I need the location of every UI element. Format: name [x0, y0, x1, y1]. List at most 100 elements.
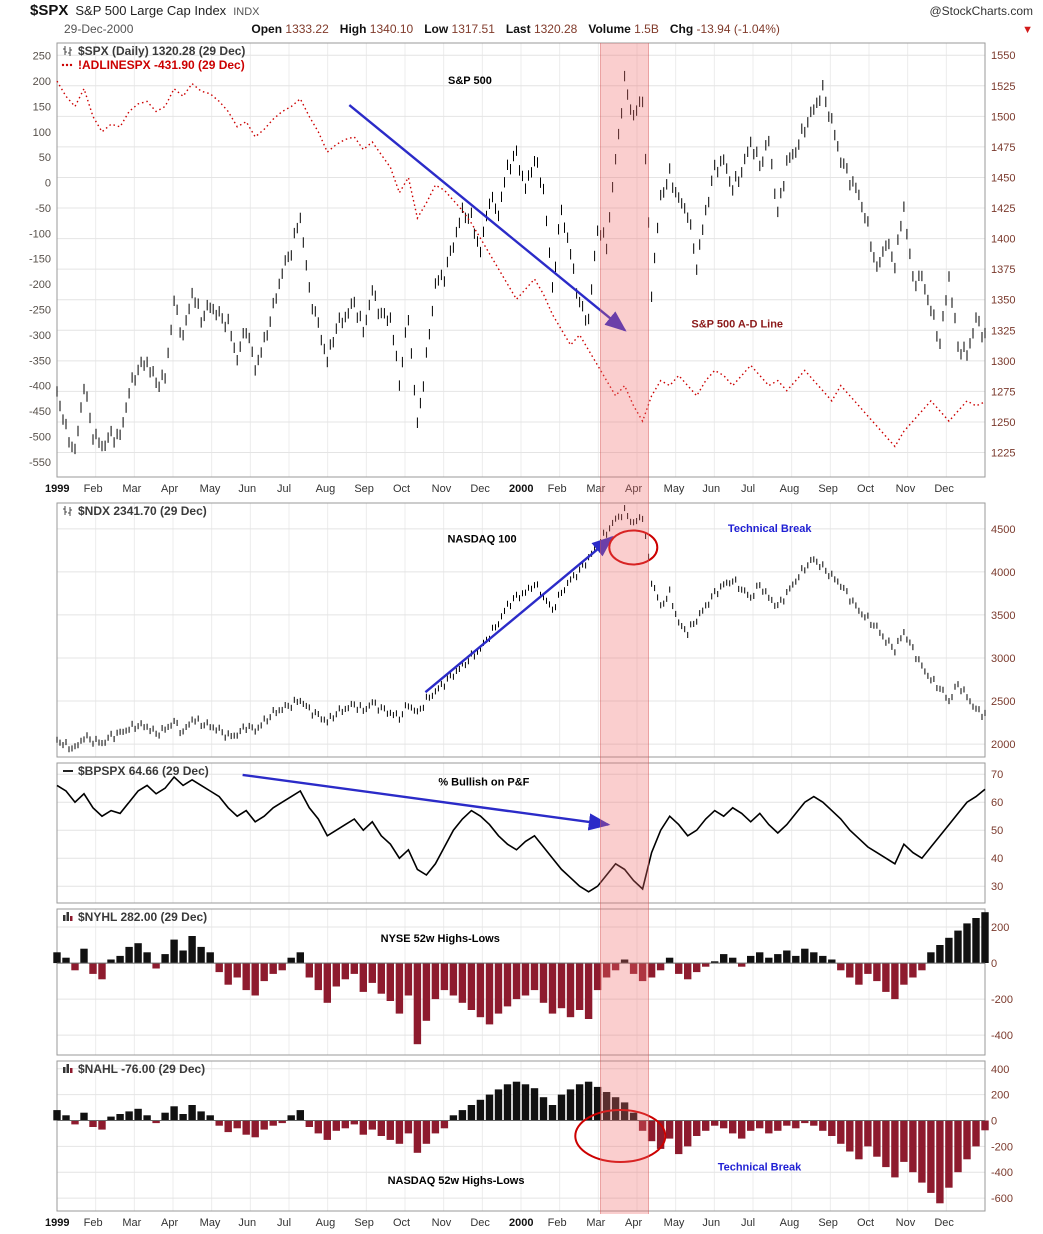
date-axis-bottom: 1999 Feb Mar Apr May Jun Jul Aug Sep Oct Nov Dec 200…	[0, 1214, 1043, 1234]
right-axis-label: 50	[991, 825, 1003, 837]
month-label: 1999	[45, 1217, 70, 1229]
month-label: Oct	[857, 1217, 875, 1229]
panel-nyhl: 200 0 -200 -400 $NYHL 282.00 (29 Dec) NYSE 52…	[53, 908, 1013, 1056]
month-label: Jul	[741, 483, 756, 495]
quote-last: Last 1320.28	[506, 22, 577, 36]
month-label: Feb	[83, 1217, 103, 1229]
quote-open-label: Open	[251, 22, 283, 36]
panel-nahl: 400 200 0 -200 -400 -600 $NAHL -76.00 (29 Dec)…	[53, 1060, 1013, 1212]
right-axis-label: 0	[991, 958, 997, 970]
month-label: Nov	[431, 483, 452, 495]
month-label: Nov	[895, 483, 916, 495]
month-label: Jun	[702, 483, 721, 495]
quote-low-value: 1317.51	[451, 22, 495, 36]
right-axis-label: 1450	[991, 172, 1015, 184]
quote-change-label: Chg	[669, 22, 694, 36]
left-axis-label: -350	[29, 355, 51, 367]
annotation-text: NYSE 52w Highs-Lows	[381, 933, 500, 945]
month-label: Nov	[895, 1217, 916, 1229]
quote-change-value: -13.94 (-1.04%)	[696, 22, 780, 36]
legend-text: $BPSPX 64.66 (29 Dec)	[78, 764, 209, 778]
annotation-arrow	[242, 773, 611, 831]
series-SPX	[56, 70, 986, 455]
month-label: Feb	[547, 1217, 567, 1229]
index-name: S&P 500 Large Cap Index	[75, 3, 227, 18]
left-axis-label: 100	[33, 127, 51, 139]
month-label: Dec	[934, 1217, 954, 1229]
right-axis-label: -200	[991, 994, 1013, 1006]
right-axis-label: -200	[991, 1141, 1013, 1153]
left-axis-label: -550	[29, 457, 51, 469]
right-axis-label: 70	[991, 769, 1003, 781]
month-label: Jun	[238, 1217, 257, 1229]
month-label: Apr	[625, 1217, 643, 1229]
left-axis-label: -300	[29, 330, 51, 342]
month-label: Jul	[741, 1217, 756, 1229]
header-title-row: $SPX S&P 500 Large Cap Index INDX @Stock…	[30, 2, 1033, 22]
quote-change: Chg -13.94 (-1.04%)	[670, 22, 780, 36]
ticker-symbol: $SPX	[30, 2, 69, 19]
right-axis-label: 1475	[991, 142, 1015, 154]
month-label: Feb	[83, 483, 103, 495]
month-label: Apr	[161, 483, 179, 495]
annotation-text: S&P 500	[448, 75, 492, 87]
right-axis-label: 4000	[991, 567, 1015, 579]
right-axis-label: -400	[991, 1030, 1013, 1042]
right-axis-label: 3000	[991, 653, 1015, 665]
dotted-line-icon	[61, 63, 73, 67]
left-axis-label: -50	[35, 203, 51, 215]
right-axis-label: 1425	[991, 203, 1015, 215]
month-label: May	[199, 483, 221, 495]
right-axis-label: 400	[991, 1064, 1009, 1076]
month-label: Aug	[315, 483, 336, 495]
quote-date: 29-Dec-2000	[64, 22, 134, 36]
annotation-text: Technical Break	[728, 523, 812, 535]
ohlc-icon	[63, 506, 72, 516]
histogram-icon	[63, 912, 73, 921]
right-axis-label: 1400	[991, 234, 1015, 246]
right-axis-label: -400	[991, 1167, 1013, 1179]
month-label: Mar	[586, 483, 606, 495]
plot-border	[56, 502, 986, 758]
right-axis-label: 1525	[991, 81, 1015, 93]
legend-text: $NDX 2341.70 (29 Dec)	[78, 504, 207, 518]
annotation-text: Technical Break	[718, 1162, 802, 1174]
left-axis-label: -500	[29, 431, 51, 443]
month-label: Aug	[779, 1217, 800, 1229]
left-axis-label: -200	[29, 279, 51, 291]
month-label: Jul	[277, 1217, 292, 1229]
month-label: Dec	[470, 483, 490, 495]
series-BPSPX	[56, 775, 986, 893]
right-axis-label: 1275	[991, 386, 1015, 398]
quote-open-value: 1333.22	[285, 22, 329, 36]
header-quote-row: 29-Dec-2000 Open 1333.22 High 1340.10 Lo…	[30, 22, 1033, 40]
annotation-arrow	[348, 104, 627, 332]
quote-volume-value: 1.5B	[634, 22, 659, 36]
month-label: May	[663, 1217, 685, 1229]
month-label: Sep	[354, 1217, 374, 1229]
annotation-text: NASDAQ 100	[447, 533, 516, 545]
month-label: 2000	[509, 1217, 534, 1229]
right-axis-label: 4500	[991, 524, 1015, 536]
right-axis-label: 1550	[991, 50, 1015, 62]
left-axis-label: 50	[39, 152, 51, 164]
right-axis-label: 60	[991, 797, 1003, 809]
left-axis-label: -100	[29, 228, 51, 240]
legend-text: $SPX (Daily) 1320.28 (29 Dec)	[78, 44, 245, 58]
plot-border	[56, 762, 986, 904]
quote-last-value: 1320.28	[533, 22, 578, 36]
quote-high-label: High	[339, 22, 367, 36]
legend-text: $NYHL 282.00 (29 Dec)	[78, 910, 207, 924]
right-axis-label: 2000	[991, 739, 1015, 751]
series-NAHL	[53, 1081, 989, 1204]
annotation-arrow	[424, 535, 614, 694]
month-label: Sep	[354, 483, 374, 495]
right-axis-label: 30	[991, 881, 1003, 893]
right-axis-label: 200	[991, 1090, 1009, 1102]
chart-panels: 1550 1525 1500 1475 1450 1425 1400 1375 1350 1325…	[0, 40, 1043, 1234]
month-label: Jun	[702, 1217, 721, 1229]
panel-spx: 1550152515001475145014251400137513501325…	[29, 42, 1015, 478]
date-axis-top: 1999 Feb Mar Apr May Jun Jul Aug Sep Oct Nov Dec 200…	[0, 480, 1043, 500]
annotation-text: NASDAQ 52w Highs-Lows	[388, 1175, 525, 1187]
exchange-label: INDX	[233, 6, 260, 18]
